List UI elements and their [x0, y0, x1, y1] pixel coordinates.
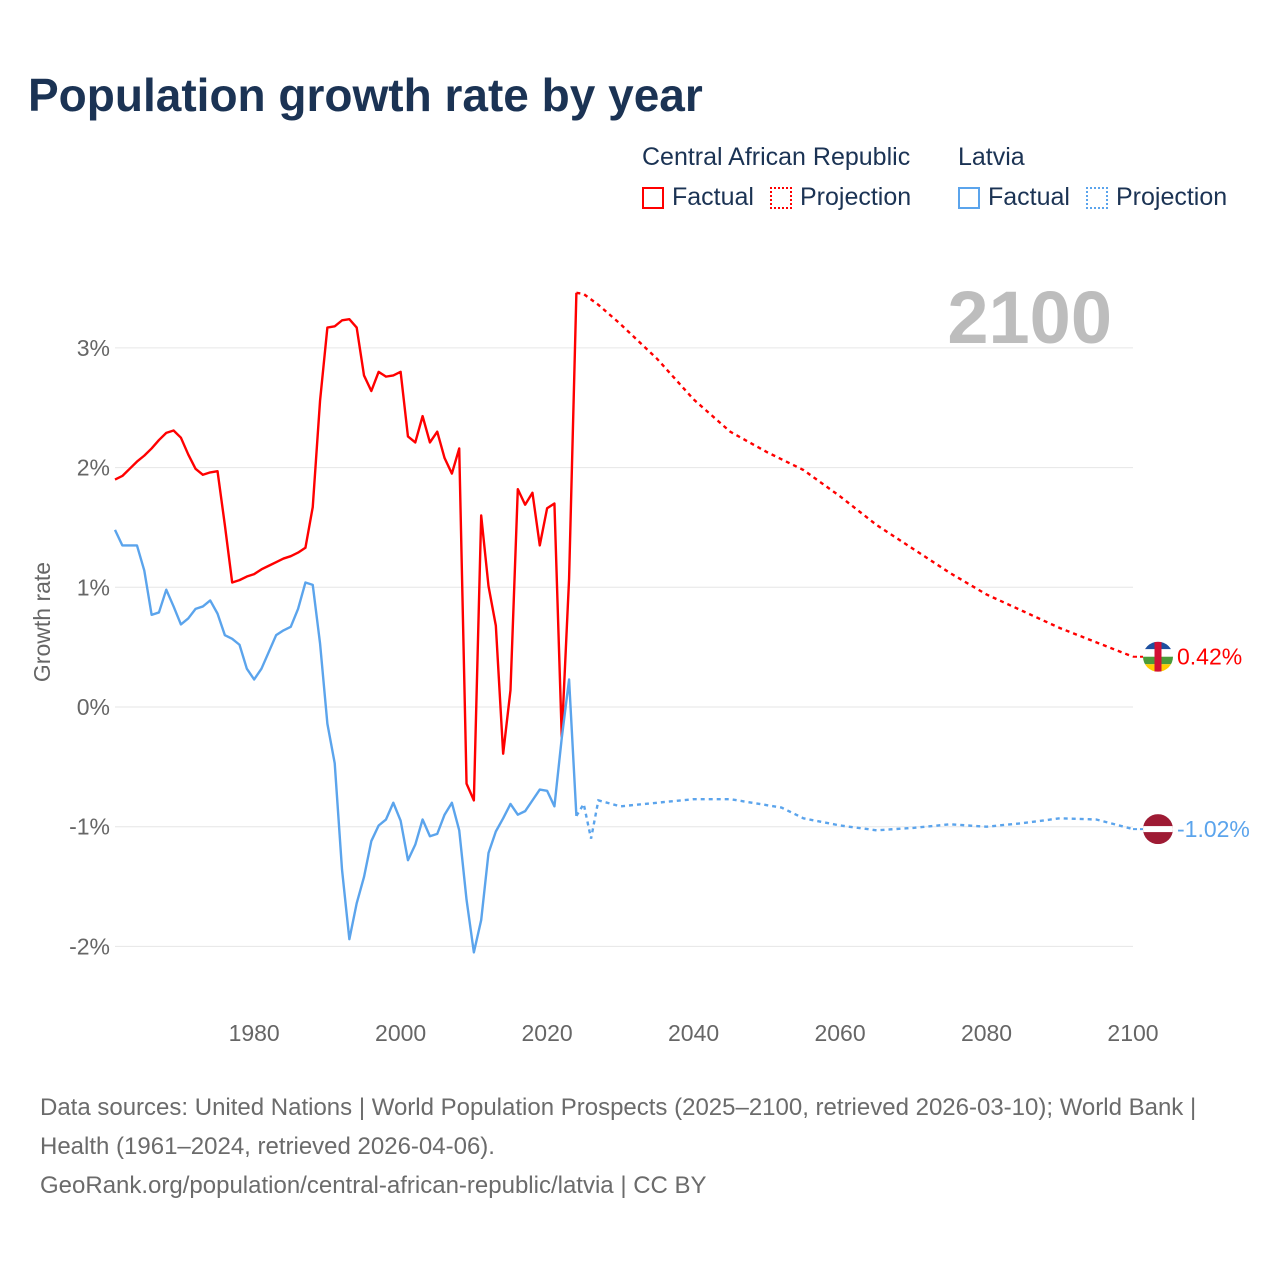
legend-item-latvia-factual[interactable]: Factual — [958, 183, 1070, 212]
legend-swatch-solid — [958, 186, 980, 209]
end-value-label: 0.42% — [1177, 644, 1242, 670]
x-tick-label: 2080 — [961, 1020, 1012, 1046]
y-tick-label: 0% — [77, 694, 110, 720]
legend-label: Factual — [988, 183, 1070, 211]
y-tick-label: -1% — [69, 814, 110, 840]
legend-swatch-dotted — [769, 186, 792, 209]
series-line-projection-1 — [575, 797, 1134, 839]
legend-group-car: Central African Republic Factual Project… — [642, 143, 927, 212]
x-tick-label: 1980 — [229, 1020, 280, 1046]
y-tick-label: 3% — [77, 335, 110, 361]
legend-swatch-dotted — [1085, 186, 1108, 209]
x-tick-label: 2060 — [814, 1020, 865, 1046]
series-line-factual-1 — [113, 529, 578, 954]
series-end-markers: 0.42% -1.02% — [1133, 641, 1250, 845]
x-axis-ticks: 1980 2000 2020 2040 2060 2080 2100 — [229, 1020, 1159, 1046]
y-axis-label: Growth rate — [29, 562, 55, 682]
legend-country-name: Latvia — [958, 143, 1025, 171]
legend-item-latvia-projection[interactable]: Projection — [1085, 183, 1228, 212]
y-tick-label: -2% — [69, 933, 110, 959]
legend-label: Factual — [672, 183, 754, 211]
current-year-label: 2100 — [947, 276, 1112, 359]
y-tick-label: 2% — [77, 455, 110, 481]
series-lines — [113, 291, 1134, 954]
legend-group-latvia: Latvia Factual Projection — [958, 143, 1243, 212]
latvia-flag-icon — [1143, 814, 1173, 845]
x-tick-label: 2020 — [522, 1020, 573, 1046]
y-axis-ticks: 3% 2% 1% 0% -1% -2% — [69, 335, 110, 960]
series-line-factual-0 — [114, 292, 578, 802]
x-tick-label: 2000 — [375, 1020, 426, 1046]
y-tick-label: 1% — [77, 574, 110, 600]
legend-label: Projection — [799, 183, 912, 211]
page-title: Population growth rate by year — [28, 69, 703, 121]
legend-item-car-factual[interactable]: Factual — [642, 183, 754, 212]
legend-label: Projection — [1115, 183, 1228, 211]
data-sources: Data sources: United Nations | World Pop… — [40, 1094, 1197, 1160]
source-link[interactable]: GeoRank.org/population/central-african-r… — [40, 1172, 707, 1199]
footer: Data sources: United Nations | World Pop… — [40, 1088, 1240, 1205]
x-tick-label: 2100 — [1107, 1020, 1158, 1046]
legend-swatch-solid — [642, 186, 664, 209]
legend-item-car-projection[interactable]: Projection — [769, 183, 912, 212]
x-tick-label: 2040 — [668, 1020, 719, 1046]
end-value-label: -1.02% — [1177, 816, 1250, 842]
series-line-projection-0 — [576, 291, 1134, 658]
central-african-republic-flag-icon — [1143, 641, 1173, 672]
legend-country-name: Central African Republic — [642, 143, 911, 171]
gridlines — [115, 347, 1133, 947]
